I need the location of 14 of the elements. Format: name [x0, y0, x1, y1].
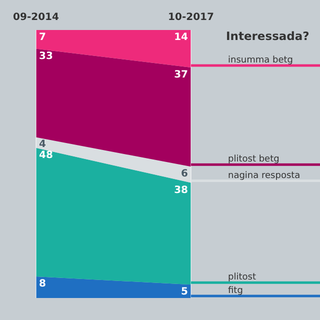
- data-label: 7: [39, 32, 46, 43]
- data-label: 33: [39, 50, 53, 62]
- data-label: 14: [174, 32, 188, 43]
- text: nagina resposta: [228, 170, 300, 181]
- x-tick-label: 09-2014: [13, 12, 59, 23]
- data-label: 37: [174, 70, 188, 81]
- text: insumma betg: [228, 56, 293, 66]
- data-label: 4: [39, 139, 46, 150]
- text: plitost betg: [228, 154, 280, 165]
- x-tick-label: 10-2017: [168, 12, 214, 23]
- text: fitg: [228, 286, 243, 296]
- chart-title: Interessada?: [226, 29, 310, 43]
- text: plitost: [228, 272, 256, 283]
- data-label: 5: [181, 286, 188, 298]
